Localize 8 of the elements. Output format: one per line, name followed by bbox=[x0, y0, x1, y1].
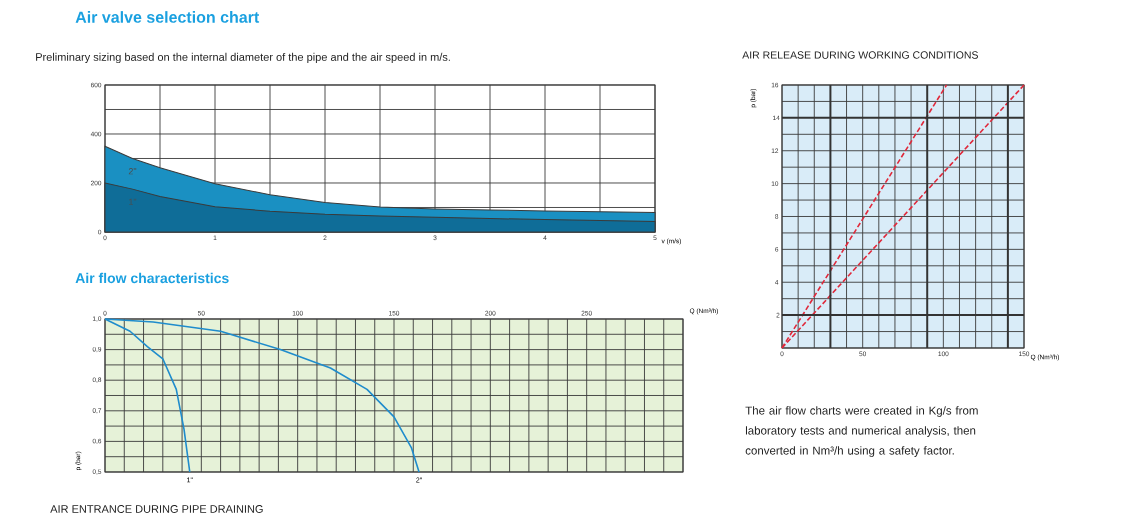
chart-title: Air flow characteristics bbox=[75, 272, 229, 284]
series-label: 2" bbox=[128, 168, 137, 175]
chart-title: Air valve selection chart bbox=[75, 11, 260, 23]
series-label: 1" bbox=[129, 198, 137, 205]
chart-subtitle: Preliminary sizing based on the internal diameter of the pipe and the air speed in m/s. bbox=[36, 52, 450, 64]
text: AIR ENTRANCE DURING PIPE DRAINING bbox=[50, 505, 263, 513]
text: The air flow charts were created in Kg/s from laboratory tests and numerical analysis, then converted in Nm³/h using a safety factor. bbox=[745, 406, 978, 457]
chart-title: AIR RELEASE DURING WORKING CONDITIONS bbox=[742, 51, 978, 59]
